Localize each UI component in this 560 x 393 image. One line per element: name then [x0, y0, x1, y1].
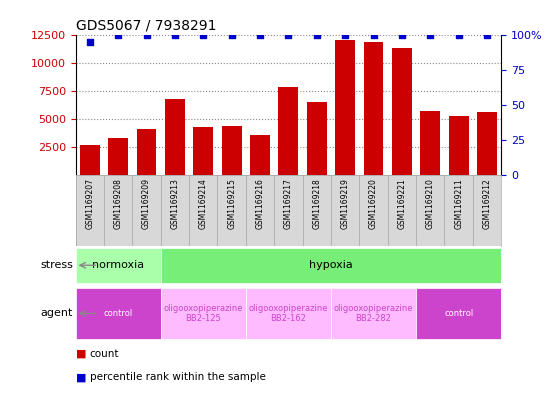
FancyBboxPatch shape	[246, 175, 274, 246]
Point	[227, 32, 236, 39]
FancyBboxPatch shape	[445, 175, 473, 246]
FancyBboxPatch shape	[76, 288, 161, 339]
Point	[284, 32, 293, 39]
FancyBboxPatch shape	[189, 175, 217, 246]
FancyBboxPatch shape	[331, 288, 416, 339]
Text: GSM1169213: GSM1169213	[170, 178, 179, 229]
Text: GSM1169214: GSM1169214	[199, 178, 208, 229]
FancyBboxPatch shape	[416, 288, 501, 339]
FancyBboxPatch shape	[76, 175, 104, 246]
FancyBboxPatch shape	[76, 248, 161, 283]
Text: GSM1169211: GSM1169211	[454, 178, 463, 229]
Bar	[222, 126, 241, 175]
Point	[114, 32, 123, 39]
Point	[454, 32, 463, 39]
FancyBboxPatch shape	[331, 175, 360, 246]
Text: hypoxia: hypoxia	[309, 260, 353, 270]
Bar	[335, 40, 355, 175]
FancyBboxPatch shape	[246, 288, 331, 339]
FancyBboxPatch shape	[161, 288, 246, 339]
Point	[85, 39, 94, 46]
Text: ■: ■	[76, 349, 86, 359]
Bar	[193, 127, 213, 175]
Bar	[477, 112, 497, 175]
Bar	[363, 42, 384, 175]
Text: percentile rank within the sample: percentile rank within the sample	[90, 372, 265, 382]
Bar	[250, 135, 270, 175]
Text: GSM1169217: GSM1169217	[284, 178, 293, 229]
Text: agent: agent	[40, 309, 73, 318]
Point	[312, 32, 321, 39]
Bar	[449, 116, 469, 175]
Text: stress: stress	[40, 260, 73, 270]
Text: GSM1169210: GSM1169210	[426, 178, 435, 229]
FancyBboxPatch shape	[302, 175, 331, 246]
Text: GSM1169209: GSM1169209	[142, 178, 151, 230]
Point	[170, 32, 179, 39]
Text: control: control	[104, 309, 133, 318]
Point	[426, 32, 435, 39]
Point	[199, 32, 208, 39]
Text: oligooxopiperazine
BB2-125: oligooxopiperazine BB2-125	[164, 304, 243, 323]
Text: count: count	[90, 349, 119, 359]
Text: oligooxopiperazine
BB2-162: oligooxopiperazine BB2-162	[249, 304, 328, 323]
FancyBboxPatch shape	[132, 175, 161, 246]
Text: GSM1169221: GSM1169221	[398, 178, 407, 229]
Bar	[307, 102, 326, 175]
FancyBboxPatch shape	[104, 175, 132, 246]
Text: GSM1169220: GSM1169220	[369, 178, 378, 229]
Text: GSM1169218: GSM1169218	[312, 178, 321, 229]
FancyBboxPatch shape	[274, 175, 302, 246]
Point	[142, 32, 151, 39]
Title: GDS5067 / 7938291: GDS5067 / 7938291	[76, 19, 216, 33]
Text: oligooxopiperazine
BB2-282: oligooxopiperazine BB2-282	[334, 304, 413, 323]
Bar	[80, 145, 100, 175]
Text: control: control	[444, 309, 473, 318]
Text: GSM1169212: GSM1169212	[483, 178, 492, 229]
FancyBboxPatch shape	[388, 175, 416, 246]
Point	[483, 32, 492, 39]
Point	[340, 32, 349, 39]
FancyBboxPatch shape	[416, 175, 445, 246]
Text: GSM1169219: GSM1169219	[340, 178, 349, 229]
Text: GSM1169208: GSM1169208	[114, 178, 123, 229]
Point	[398, 32, 407, 39]
Bar	[165, 99, 185, 175]
Point	[255, 32, 264, 39]
FancyBboxPatch shape	[473, 175, 501, 246]
Text: GSM1169215: GSM1169215	[227, 178, 236, 229]
Bar	[392, 48, 412, 175]
Text: GSM1169207: GSM1169207	[85, 178, 94, 230]
FancyBboxPatch shape	[217, 175, 246, 246]
Bar	[278, 87, 298, 175]
Bar	[108, 138, 128, 175]
Text: normoxia: normoxia	[92, 260, 144, 270]
FancyBboxPatch shape	[360, 175, 388, 246]
FancyBboxPatch shape	[161, 248, 501, 283]
Text: GSM1169216: GSM1169216	[255, 178, 264, 229]
Text: ■: ■	[76, 372, 86, 382]
Point	[369, 32, 378, 39]
Bar	[421, 111, 440, 175]
FancyBboxPatch shape	[161, 175, 189, 246]
Bar	[137, 129, 156, 175]
